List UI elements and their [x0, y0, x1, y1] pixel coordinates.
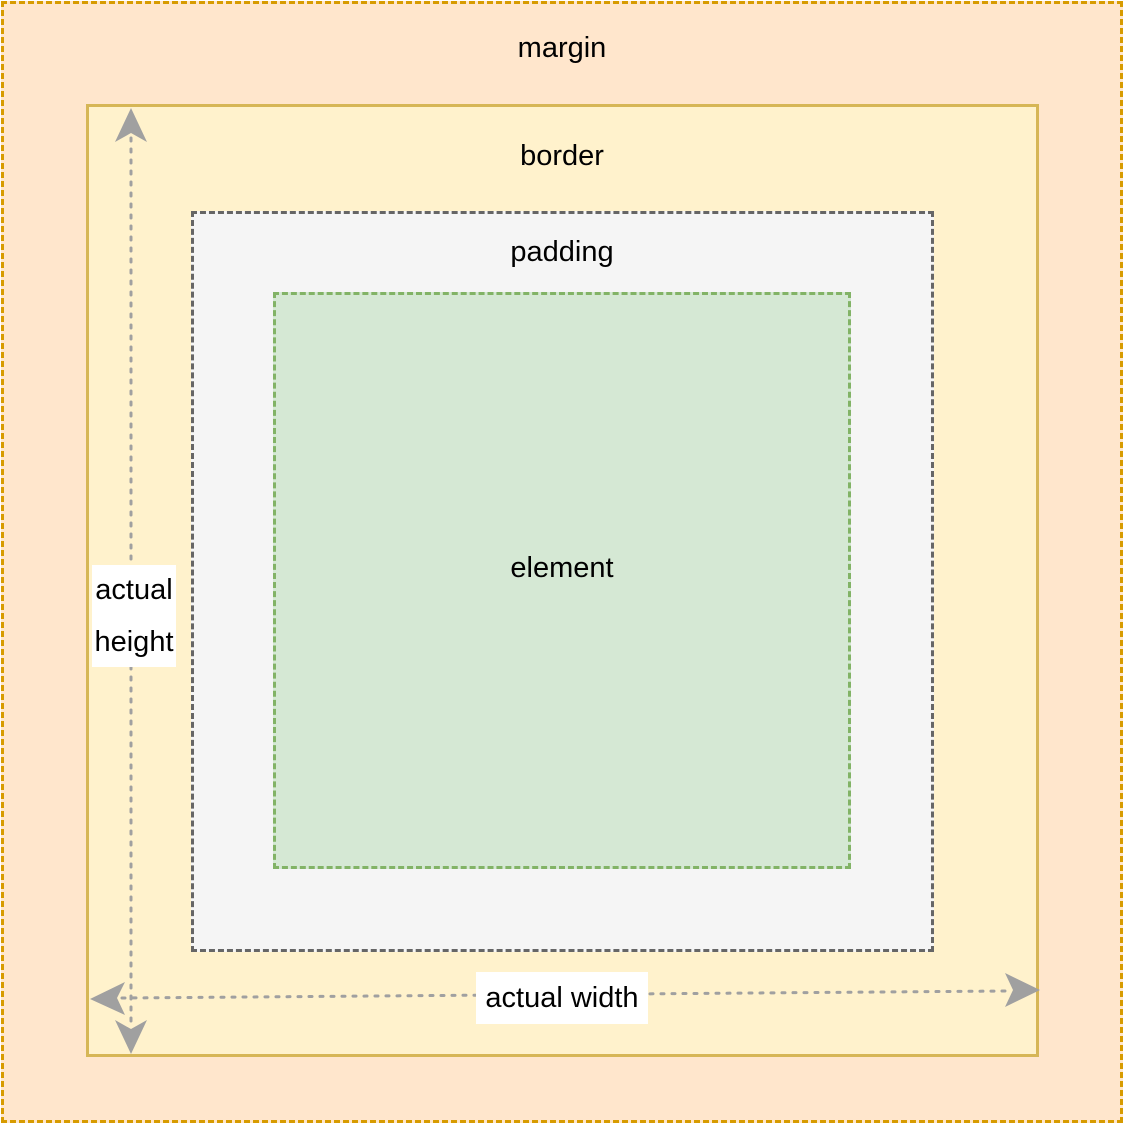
actual-height-label-line2: height: [94, 626, 174, 658]
element-box: [273, 292, 851, 869]
height-arrow-head-bottom: [115, 1020, 147, 1054]
height-arrow-head-top: [115, 108, 147, 142]
actual-width-label: actual width: [476, 972, 648, 1024]
element-label: element: [510, 552, 614, 584]
actual-height-label-line1: actual: [95, 574, 173, 606]
border-label: border: [520, 140, 604, 172]
margin-label: margin: [517, 32, 607, 64]
width-arrow-head-left: [90, 982, 125, 1015]
actual-height-label: actual height: [92, 565, 176, 667]
width-arrow-head-right: [1005, 973, 1040, 1007]
padding-label: padding: [510, 236, 614, 268]
